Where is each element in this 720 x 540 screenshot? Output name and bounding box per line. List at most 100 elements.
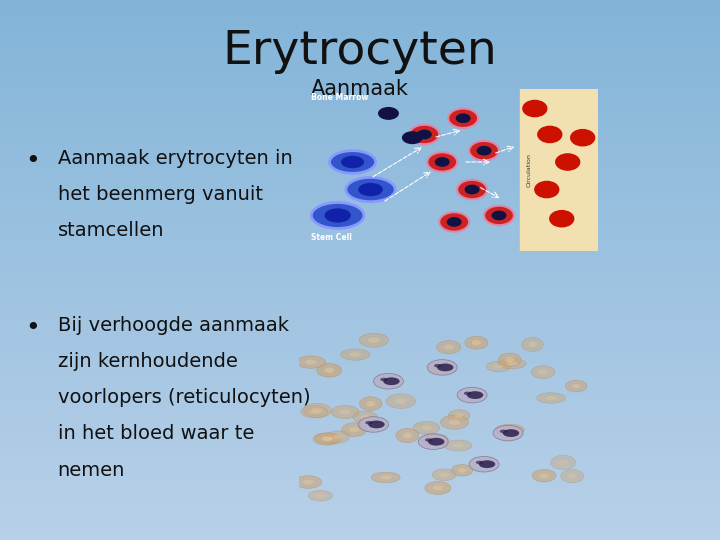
Bar: [0, 342, 720, 344]
Bar: [0, 302, 720, 304]
Ellipse shape: [341, 349, 370, 360]
Bar: [0, 313, 720, 315]
Bar: [0, 7, 720, 9]
Bar: [0, 49, 720, 50]
Bar: [0, 139, 720, 140]
Ellipse shape: [487, 361, 510, 372]
Bar: [0, 12, 720, 15]
Ellipse shape: [494, 364, 503, 369]
Bar: [0, 488, 720, 490]
Bar: [0, 301, 720, 302]
Bar: [0, 309, 720, 312]
Ellipse shape: [500, 430, 507, 433]
Bar: [0, 474, 720, 475]
Bar: [0, 58, 720, 59]
Bar: [0, 515, 720, 517]
Bar: [0, 470, 720, 471]
Bar: [0, 517, 720, 518]
Bar: [0, 52, 720, 54]
Ellipse shape: [571, 130, 595, 146]
Bar: [0, 378, 720, 380]
Ellipse shape: [301, 406, 328, 418]
Bar: [0, 207, 720, 209]
Bar: [0, 119, 720, 120]
Bar: [0, 205, 720, 207]
Bar: [0, 285, 720, 286]
Bar: [0, 277, 720, 279]
Bar: [0, 414, 720, 416]
Bar: [0, 275, 720, 277]
Bar: [0, 177, 720, 178]
Bar: [0, 461, 720, 463]
Ellipse shape: [378, 107, 399, 120]
Ellipse shape: [417, 130, 432, 139]
Bar: [0, 174, 720, 177]
Bar: [0, 369, 720, 371]
Ellipse shape: [565, 380, 587, 392]
Bar: [0, 70, 720, 72]
Bar: [0, 15, 720, 16]
Bar: [0, 250, 720, 252]
Bar: [0, 43, 720, 45]
Bar: [0, 201, 720, 204]
Bar: [0, 538, 720, 540]
Bar: [0, 128, 720, 130]
Bar: [0, 11, 720, 12]
Bar: [0, 430, 720, 432]
Bar: [0, 50, 720, 52]
Ellipse shape: [495, 424, 524, 435]
Bar: [0, 333, 720, 335]
Bar: [0, 88, 720, 90]
Bar: [0, 427, 720, 428]
Bar: [0, 248, 720, 250]
Bar: [0, 349, 720, 351]
Bar: [0, 157, 720, 158]
Bar: [0, 227, 720, 228]
Bar: [0, 258, 720, 259]
Ellipse shape: [333, 435, 343, 440]
Bar: [0, 279, 720, 281]
Bar: [0, 455, 720, 457]
Bar: [0, 261, 720, 263]
Bar: [0, 150, 720, 151]
Ellipse shape: [453, 443, 464, 448]
Ellipse shape: [326, 431, 349, 443]
Bar: [0, 238, 720, 239]
Bar: [0, 522, 720, 524]
Ellipse shape: [354, 411, 377, 423]
Bar: [0, 117, 720, 119]
Bar: [0, 319, 720, 320]
Bar: [0, 366, 720, 367]
Bar: [0, 97, 720, 99]
Bar: [0, 412, 720, 414]
Ellipse shape: [322, 436, 333, 442]
Bar: [0, 147, 720, 150]
Ellipse shape: [572, 384, 580, 388]
Ellipse shape: [309, 409, 320, 414]
Ellipse shape: [498, 359, 526, 369]
Bar: [0, 509, 720, 511]
Bar: [0, 329, 720, 331]
Ellipse shape: [325, 208, 351, 222]
Ellipse shape: [380, 378, 387, 381]
Bar: [0, 363, 720, 366]
Bar: [0, 464, 720, 466]
Bar: [0, 112, 720, 113]
Bar: [0, 403, 720, 405]
Bar: [0, 441, 720, 443]
Bar: [0, 428, 720, 430]
Ellipse shape: [467, 391, 483, 399]
Bar: [0, 393, 720, 394]
Bar: [0, 498, 720, 501]
Bar: [0, 38, 720, 39]
Ellipse shape: [476, 461, 483, 464]
Ellipse shape: [477, 146, 492, 156]
Bar: [0, 425, 720, 427]
Ellipse shape: [341, 156, 364, 168]
Ellipse shape: [532, 470, 556, 482]
Bar: [0, 83, 720, 85]
Bar: [0, 398, 720, 400]
Bar: [0, 191, 720, 193]
Bar: [0, 167, 720, 169]
Bar: [0, 153, 720, 155]
